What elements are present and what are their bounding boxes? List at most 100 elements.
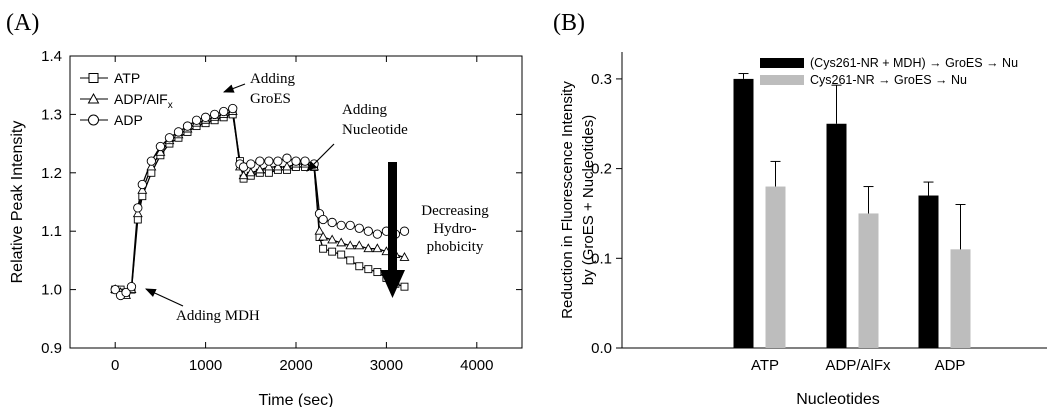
- adp-alfx-point: [372, 243, 383, 253]
- y-tick-label: 0.0: [591, 340, 612, 357]
- adp-alfx-point: [399, 252, 410, 261]
- panel-a-legend: ATP ADP/AlFx ADP: [80, 70, 173, 128]
- adp-point: [246, 159, 256, 169]
- adp-point: [345, 220, 355, 231]
- adp-point: [146, 156, 157, 166]
- panel-b: (B) 0.0 0.1 0.2 0.3 ATP ADP/AlFx ADP Reductio…: [553, 10, 1047, 407]
- adp-point: [191, 115, 202, 125]
- legend-swatch-gray: [760, 75, 804, 85]
- y-tick-label: 0.9: [41, 340, 62, 357]
- category-label: ATP: [751, 357, 779, 374]
- annotation-adding-nucleotide-1: Adding: [342, 102, 388, 118]
- adp-point: [399, 226, 410, 236]
- y-tick-label: 0.2: [591, 161, 612, 178]
- adp-point: [200, 112, 211, 122]
- panel-a-legend-adp-alfx: ADP/AlFx: [114, 91, 173, 111]
- adp-alfx-point: [281, 161, 292, 171]
- legend-square-marker: [88, 73, 99, 83]
- adp-point: [318, 214, 328, 225]
- annotation-decreasing-1: Decreasing: [421, 203, 489, 219]
- decreasing-hydrophobicity-arrow: [380, 162, 405, 298]
- adp-point: [291, 156, 301, 166]
- panel-b-legend: (Cys261-NR + MDH) → GroES → Nu Cys261-NR…: [760, 56, 1018, 87]
- adp-point: [354, 223, 364, 233]
- bar-black-1: [826, 123, 847, 349]
- panel-b-legend-series-1: (Cys261-NR + MDH) → GroES → Nu: [810, 56, 1018, 70]
- adp-alfx-point: [245, 167, 256, 177]
- adp-point: [209, 109, 220, 120]
- adp-point: [133, 203, 143, 213]
- x-tick-label: 0: [111, 357, 119, 374]
- adp-point: [121, 287, 131, 298]
- bar-black-2: [918, 195, 939, 348]
- x-tick-label: 1000: [189, 357, 222, 374]
- atp-point: [400, 282, 409, 291]
- adp-alfx-point: [132, 208, 143, 218]
- legend-triangle-marker: [87, 92, 100, 104]
- adp-alfx-point: [254, 164, 265, 174]
- category-label: ADP/AlFx: [825, 357, 891, 374]
- arrow-adding-nucleotide: [306, 143, 335, 172]
- bar-gray-0: [765, 186, 786, 348]
- adp-point: [219, 106, 229, 117]
- y-tick-label: 1.4: [41, 48, 62, 65]
- annotation-adding-mdh: Adding MDH: [176, 308, 260, 324]
- adp-alfx-point: [238, 170, 249, 180]
- panel-a-legend-adp: ADP: [114, 112, 143, 128]
- adp-alfx-point: [314, 225, 325, 235]
- atp-point: [355, 262, 364, 271]
- panel-b-label: (B): [553, 10, 585, 36]
- adp-point: [173, 127, 184, 137]
- atp-point: [319, 244, 328, 253]
- adp-point: [264, 156, 274, 166]
- adp-point: [255, 156, 265, 166]
- bar-gray-1: [858, 213, 879, 348]
- adp-point: [282, 153, 292, 163]
- x-tick-label: 3000: [370, 357, 403, 374]
- adp-point: [327, 217, 337, 228]
- panel-b-bars: [733, 73, 971, 349]
- category-label: ADP: [935, 357, 966, 374]
- adp-point: [273, 156, 283, 166]
- adp-point: [164, 133, 175, 143]
- atp-point: [346, 256, 355, 265]
- annotation-adding-groes-2: GroES: [250, 91, 291, 107]
- annotation-decreasing-2: Hydro-: [433, 221, 476, 237]
- adp-point: [336, 220, 346, 231]
- atp-point: [373, 268, 382, 277]
- panel-b-x-axis: ATP ADP/AlFx ADP: [751, 357, 965, 374]
- y-tick-label: 1.1: [41, 223, 62, 240]
- annotation-adding-nucleotide-2: Nucleotide: [342, 122, 408, 138]
- panel-a-y-axis-title: Relative Peak Intensity: [9, 121, 26, 284]
- adp-alfx-point: [318, 231, 329, 241]
- bar-black-0: [733, 78, 754, 348]
- atp-point: [364, 265, 373, 274]
- atp-point: [337, 250, 346, 259]
- arrow-adding-mdh: [145, 288, 184, 307]
- annotation-decreasing-3: phobicity: [427, 239, 484, 255]
- adp-point: [182, 121, 193, 131]
- adp-alfx-point: [272, 161, 283, 171]
- adp-point: [137, 179, 147, 190]
- y-tick-label: 0.1: [591, 250, 612, 267]
- adp-point: [110, 284, 120, 295]
- panel-b-x-axis-title: Nucleotides: [796, 391, 880, 407]
- y-tick-label: 1.0: [41, 282, 62, 299]
- y-tick-label: 1.3: [41, 106, 62, 123]
- panel-b-legend-series-2: Cys261-NR → GroES → Nu: [810, 73, 967, 87]
- panel-a-y-axis: 0.9 1.0 1.1 1.2 1.3 1.4: [41, 48, 522, 357]
- panel-a-legend-atp: ATP: [114, 70, 140, 86]
- panel-b-y-axis-title-1: Reduction in Fluorescence Intensity: [559, 81, 576, 319]
- x-tick-label: 2000: [279, 357, 312, 374]
- adp-point: [155, 141, 166, 152]
- panel-a-label: (A): [6, 10, 39, 36]
- adp-alfx-point: [137, 184, 148, 194]
- adp-point: [126, 282, 137, 292]
- panel-b-y-axis-title-2: by (GroES + Nucleotides): [580, 115, 597, 286]
- panel-a-x-axis: 0 1000 2000 3000 4000: [111, 56, 493, 374]
- panel-b-y-axis: 0.0 0.1 0.2 0.3: [591, 71, 622, 357]
- adp-alfx-point: [345, 240, 356, 250]
- panel-a-annotations: Adding MDH Adding GroES Adding Nucleotid…: [145, 71, 489, 324]
- adp-alfx-point: [354, 240, 365, 250]
